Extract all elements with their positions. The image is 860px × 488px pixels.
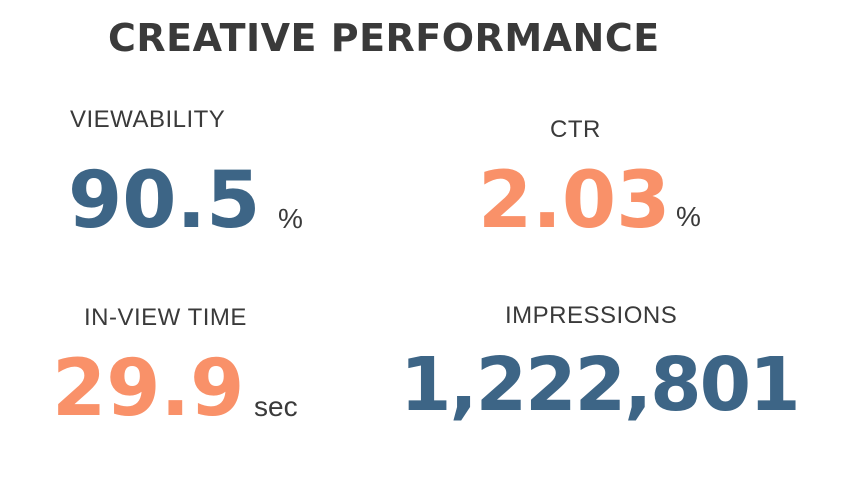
in-view-time-label: IN-VIEW TIME [84, 304, 247, 331]
page-title: CREATIVE PERFORMANCE [108, 16, 660, 60]
in-view-time-unit: sec [254, 391, 298, 422]
in-view-time-value: 29.9 [52, 344, 245, 434]
viewability-label: VIEWABILITY [70, 106, 226, 133]
impressions-value: 1,222,801 [400, 342, 801, 428]
viewability-value: 90.5 [68, 156, 261, 246]
ctr-unit: % [676, 201, 701, 232]
impressions-label: IMPRESSIONS [505, 302, 678, 329]
ctr-value: 2.03 [478, 156, 671, 246]
viewability-unit: % [278, 203, 303, 234]
ctr-label: CTR [550, 116, 601, 143]
